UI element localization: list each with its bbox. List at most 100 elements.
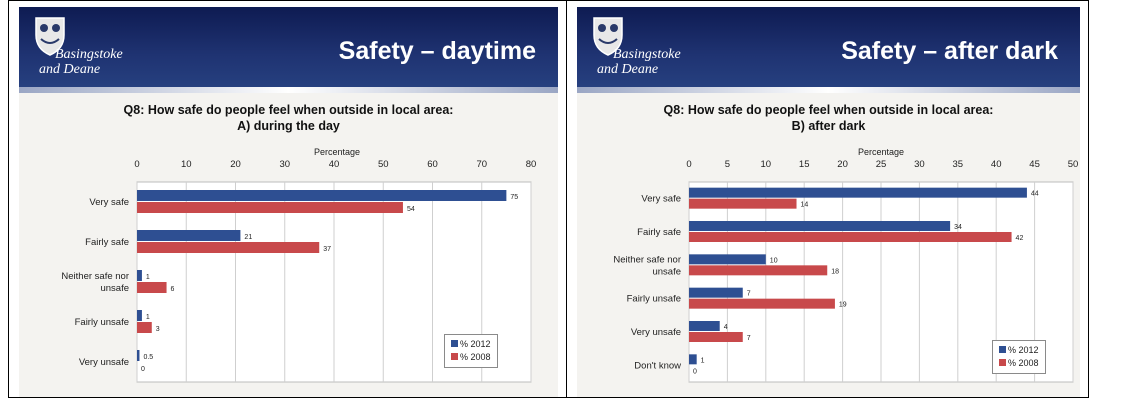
category-label-line: Very safe — [641, 194, 681, 205]
bar-2012 — [689, 221, 951, 231]
slide-daytime: Basingstoke and Deane Safety – daytime Q… — [19, 7, 558, 397]
category-label: Very safe — [641, 194, 681, 205]
bar-2008 — [689, 298, 835, 309]
category-label: Very unsafe — [79, 357, 129, 368]
data-label: 54 — [407, 206, 415, 213]
x-tick-label: 50 — [1068, 159, 1079, 170]
data-label: 0 — [693, 368, 697, 375]
category-label: Fairly safe — [85, 237, 129, 248]
chart-legend: % 2012 % 2008 — [444, 334, 498, 368]
banner-divider — [577, 87, 1080, 93]
bar-2008 — [137, 242, 320, 253]
x-tick-label: 40 — [329, 159, 340, 170]
data-label: 7 — [747, 291, 751, 298]
logo-text-line2: and Deane — [597, 62, 659, 77]
x-tick-label: 0 — [134, 159, 139, 170]
legend-item-2008: % 2008 — [999, 357, 1039, 370]
category-label-line: Fairly unsafe — [627, 294, 681, 305]
crest-icon — [593, 17, 623, 56]
data-label: 21 — [244, 234, 252, 241]
x-tick-label: 60 — [427, 159, 438, 170]
slide-title: Safety – daytime — [338, 37, 536, 65]
question-line-1: Q8: How safe do people feel when outside… — [123, 103, 454, 117]
data-label: 37 — [323, 246, 331, 253]
x-tick-label: 80 — [526, 159, 537, 170]
legend-swatch-2012 — [999, 346, 1006, 353]
data-label: 75 — [510, 194, 518, 201]
x-tick-label: 45 — [1029, 159, 1040, 170]
x-axis-title: Percentage — [314, 147, 360, 157]
chart-question: Q8: How safe do people feel when outside… — [19, 102, 558, 134]
x-tick-label: 30 — [279, 159, 290, 170]
category-label-line: unsafe — [652, 266, 681, 277]
data-label: 1 — [701, 357, 705, 364]
category-label: Neither safe nor unsafe — [61, 271, 129, 294]
x-tick-label: 5 — [725, 159, 730, 170]
data-label: 3 — [156, 326, 160, 333]
chart-legend: % 2012 % 2008 — [992, 340, 1046, 374]
bar-2012 — [689, 354, 697, 365]
bar-2008 — [689, 232, 1012, 242]
data-label: 10 — [770, 257, 778, 264]
category-label-line: Don't know — [634, 360, 681, 371]
category-label-line: Fairly safe — [85, 237, 129, 248]
bar-2008 — [137, 322, 152, 333]
x-tick-label: 10 — [181, 159, 192, 170]
x-tick-label: 40 — [991, 159, 1002, 170]
logo-text-line2: and Deane — [39, 62, 101, 77]
data-label: 7 — [747, 335, 751, 342]
data-label: 34 — [954, 224, 962, 231]
bar-2012 — [137, 190, 507, 201]
category-label-line: Neither safe nor — [613, 254, 681, 265]
category-label: Very unsafe — [631, 327, 681, 338]
data-label: 0.5 — [143, 354, 153, 361]
x-tick-label: 35 — [953, 159, 964, 170]
data-label: 19 — [839, 302, 847, 309]
x-tick-label: 10 — [761, 159, 772, 170]
bar-2012 — [137, 270, 142, 281]
logo-text-line1: Basingstoke — [613, 47, 681, 62]
legend-label-2012: % 2012 — [1008, 345, 1039, 355]
legend-swatch-2012 — [451, 340, 458, 347]
bar-2008 — [689, 332, 743, 342]
category-label: Fairly safe — [637, 227, 681, 238]
bar-2012 — [689, 187, 1027, 198]
category-label-line: Neither safe nor — [61, 271, 129, 282]
x-tick-label: 20 — [230, 159, 241, 170]
question-line-1: Q8: How safe do people feel when outside… — [663, 103, 994, 117]
data-label: 42 — [1016, 235, 1024, 242]
bar-2008 — [137, 282, 167, 293]
category-label-line: Fairly safe — [637, 227, 681, 238]
category-label-line: Very safe — [89, 197, 129, 208]
slide-banner — [577, 7, 1080, 87]
data-label: 18 — [831, 268, 839, 275]
legend-item-2012: % 2012 — [999, 344, 1039, 357]
bar-2012 — [689, 254, 766, 265]
data-label: 44 — [1031, 191, 1039, 198]
bar-2008 — [689, 265, 828, 276]
slide-title: Safety – after dark — [841, 37, 1058, 65]
category-label: Don't know — [634, 360, 681, 371]
slide-cell-daytime: Basingstoke and Deane Safety – daytime Q… — [8, 0, 567, 398]
question-line-2: B) after dark — [791, 119, 866, 133]
bar-2012 — [689, 287, 743, 298]
category-label-line: Very unsafe — [631, 327, 681, 338]
data-label: 14 — [801, 202, 809, 209]
bar-2012 — [137, 310, 142, 321]
x-tick-label: 30 — [914, 159, 925, 170]
question-line-2: A) during the day — [237, 119, 340, 133]
legend-swatch-2008 — [999, 359, 1006, 366]
data-label: 4 — [724, 324, 728, 331]
bar-2012 — [137, 230, 241, 241]
x-tick-label: 70 — [476, 159, 487, 170]
category-label: Neither safe nor unsafe — [613, 254, 681, 277]
category-label: Fairly unsafe — [75, 317, 129, 328]
category-label: Fairly unsafe — [627, 294, 681, 305]
crest-icon — [35, 17, 65, 56]
x-tick-label: 25 — [876, 159, 887, 170]
slide-banner — [19, 7, 558, 87]
category-label-line: unsafe — [100, 283, 129, 294]
legend-item-2012: % 2012 — [451, 338, 491, 351]
bar-2008 — [689, 198, 797, 209]
legend-item-2008: % 2008 — [451, 351, 491, 364]
